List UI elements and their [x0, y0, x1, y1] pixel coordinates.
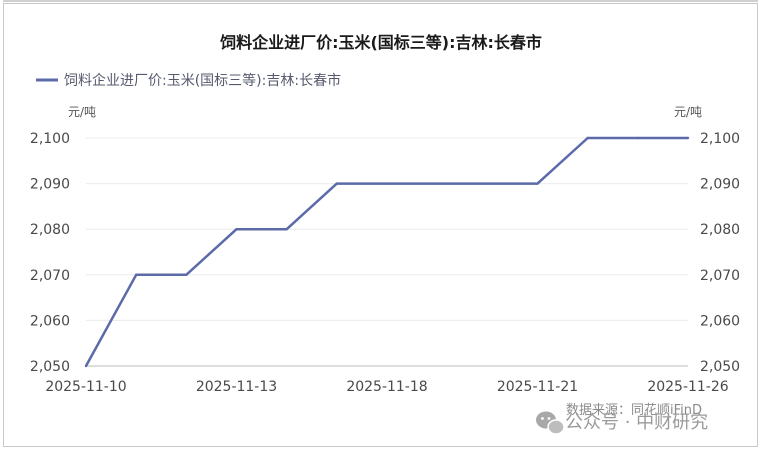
series-group [84, 136, 690, 368]
x-tick-label: 2025-11-13 [196, 379, 277, 395]
legend-label: 饲料企业进厂价:玉米(国标三等):吉林:长春市 [64, 72, 341, 89]
y-tick-label-left: 2,050 [30, 359, 70, 375]
watermark: 公众号 · 中财研究 [536, 411, 708, 435]
data-point [385, 182, 389, 185]
series-line [84, 136, 688, 367]
top-border [3, 0, 758, 2]
y-ticks-right: 2,050 2,060 2,070 2,080 2,090 2,100 [700, 131, 740, 375]
source-note: 数据来源：同花顺iFinD [566, 402, 702, 418]
y-tick-label-left: 2,100 [30, 131, 70, 147]
data-point [134, 273, 138, 276]
y-tick-label-right: 2,060 [700, 313, 740, 329]
x-tick-label: 2025-11-10 [45, 379, 126, 395]
data-point [84, 364, 88, 368]
y-tick-label-left: 2,060 [30, 313, 70, 329]
y-tick-label-right: 2,050 [700, 359, 740, 375]
wechat-icon [536, 411, 565, 435]
data-point [285, 228, 288, 231]
data-point [636, 136, 640, 140]
data-point [686, 136, 690, 140]
chart-title: 饲料企业进厂价:玉米(国标三等):吉林:长春市 [219, 33, 542, 52]
y-tick-label-right: 2,090 [700, 177, 740, 193]
data-point [586, 136, 589, 140]
y-tick-label-left: 2,090 [30, 177, 70, 193]
data-point [235, 228, 238, 231]
y-axis-unit-left: 元/吨 [68, 105, 96, 119]
watermark-text: 公众号 · 中财研究 [565, 412, 708, 433]
data-point [486, 182, 489, 185]
data-point [335, 182, 339, 185]
y-tick-label-left: 2,080 [30, 222, 70, 238]
data-point [185, 273, 188, 276]
chart-frame [3, 3, 758, 447]
y-axis-unit-right: 元/吨 [674, 105, 702, 119]
data-point [536, 182, 539, 185]
y-ticks-left: 2,050 2,060 2,070 2,080 2,090 2,100 [30, 131, 70, 375]
y-tick-label-right: 2,100 [700, 131, 740, 147]
y-tick-label-right: 2,070 [700, 268, 740, 284]
grid [86, 137, 688, 367]
x-tick-label: 2025-11-26 [647, 379, 728, 395]
x-tick-label: 2025-11-21 [497, 379, 578, 395]
y-tick-label-left: 2,070 [30, 268, 70, 284]
legend: 饲料企业进厂价:玉米(国标三等):吉林:长春市 [36, 72, 341, 89]
data-point [435, 182, 439, 185]
x-ticks: 2025-11-10 2025-11-13 2025-11-18 2025-11-21… [45, 379, 728, 395]
x-tick-label: 2025-11-18 [346, 379, 427, 395]
y-tick-label-right: 2,080 [700, 222, 740, 238]
